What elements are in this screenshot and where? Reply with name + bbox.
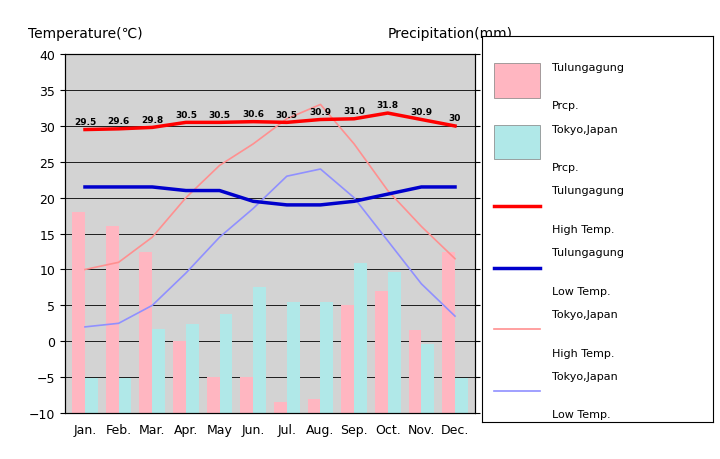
Text: Tokyo,Japan: Tokyo,Japan [552,124,617,134]
Text: High Temp.: High Temp. [552,348,614,358]
FancyBboxPatch shape [494,64,540,98]
Bar [442,252,455,413]
Bar [354,263,367,413]
Text: Low Temp.: Low Temp. [552,409,610,420]
FancyBboxPatch shape [494,125,540,160]
Bar [186,325,199,413]
Bar [253,288,266,413]
Text: 30.6: 30.6 [242,110,264,119]
Bar [106,227,119,413]
Text: 30.5: 30.5 [209,111,230,119]
Text: Prcp.: Prcp. [552,101,579,111]
Bar [287,302,300,413]
Bar [207,377,220,413]
Bar [152,329,165,413]
Text: 31.8: 31.8 [377,101,399,110]
Text: 29.8: 29.8 [141,116,163,124]
Text: High Temp.: High Temp. [552,224,614,235]
Bar [421,344,434,413]
Bar [140,252,152,413]
Text: 29.6: 29.6 [107,117,130,126]
Bar [85,378,98,413]
Bar [220,314,233,413]
Bar [455,378,468,413]
Text: Prcp.: Prcp. [552,163,579,173]
Text: 30.5: 30.5 [276,111,298,119]
Bar [341,306,354,413]
Text: Precipitation(mm): Precipitation(mm) [387,27,512,41]
Text: Low Temp.: Low Temp. [552,286,610,296]
Bar [320,302,333,413]
Bar [173,341,186,413]
Bar [119,378,132,413]
Text: Temperature(℃): Temperature(℃) [28,27,143,41]
Text: 30.9: 30.9 [310,108,331,117]
Bar [240,377,253,413]
Text: 30: 30 [449,114,462,123]
Text: Tokyo,Japan: Tokyo,Japan [552,371,617,381]
Text: 30.5: 30.5 [175,111,197,119]
Text: Tulungagung: Tulungagung [552,62,624,73]
Bar [408,331,421,413]
Bar [388,272,400,413]
Text: 31.0: 31.0 [343,107,365,116]
Bar [274,403,287,413]
Bar [307,399,320,413]
Bar [72,213,85,413]
Text: Tokyo,Japan: Tokyo,Japan [552,309,617,319]
Text: 30.9: 30.9 [410,108,433,117]
Text: Tulungagung: Tulungagung [552,186,624,196]
Text: Tulungagung: Tulungagung [552,248,624,257]
Bar [375,291,388,413]
Text: 29.5: 29.5 [74,118,96,127]
